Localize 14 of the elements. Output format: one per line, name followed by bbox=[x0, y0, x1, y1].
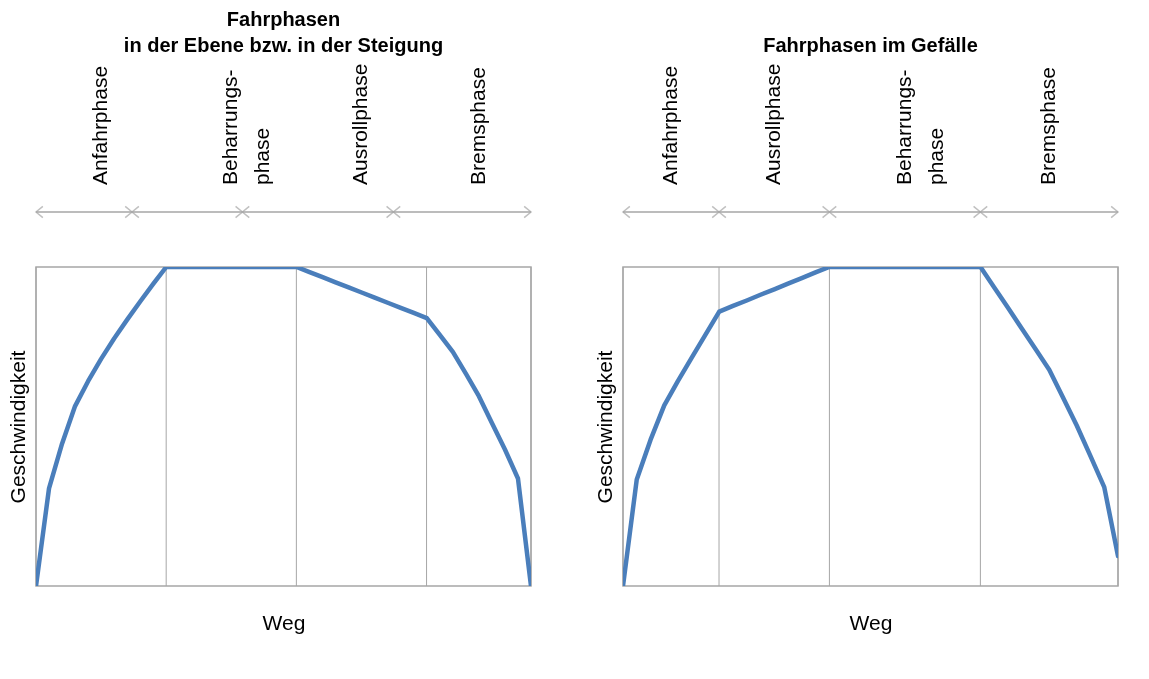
text: Beharrungs- phase bbox=[891, 69, 947, 185]
text: Ausrollphase bbox=[761, 63, 785, 185]
y-axis-title: Geschwindigkeit bbox=[592, 350, 616, 504]
text: Anfahrphase bbox=[88, 65, 112, 185]
text: Bremsphase bbox=[465, 67, 489, 185]
chart-title: Fahrphasen im Gefälle bbox=[763, 33, 978, 56]
text: Beharrungs- phase bbox=[218, 69, 274, 185]
y-axis-title: Geschwindigkeit bbox=[5, 350, 29, 504]
x-axis-title: Weg bbox=[262, 610, 306, 634]
text: Ausrollphase bbox=[348, 63, 372, 185]
chart-title: Fahrphasen in der Ebene bzw. in der Steigung bbox=[123, 7, 444, 56]
text: Bremsphase bbox=[1036, 67, 1060, 185]
x-axis-title: Weg bbox=[849, 610, 893, 634]
text: Anfahrphase bbox=[658, 65, 682, 185]
